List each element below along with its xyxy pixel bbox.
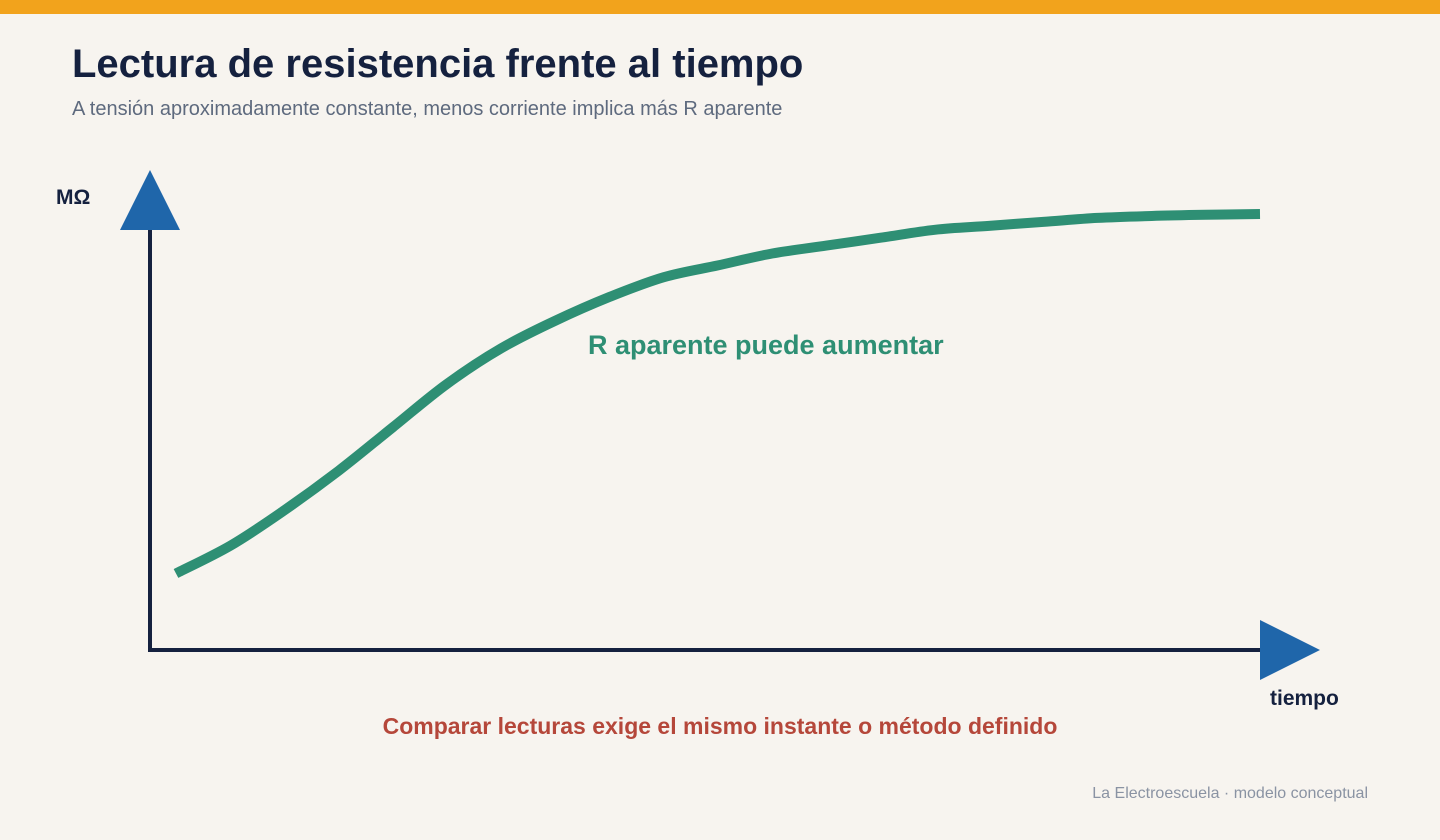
x-axis-label: tiempo — [1270, 687, 1339, 710]
page-subtitle: A tensión aproximadamente constante, men… — [72, 98, 783, 120]
page-title: Lectura de resistencia frente al tiempo — [72, 42, 804, 86]
footer-credit: La Electroescuela · modelo conceptual — [1092, 785, 1368, 802]
y-axis-label: MΩ — [56, 186, 90, 209]
series-line — [173, 209, 1261, 578]
x-axis-arrow-icon — [1260, 620, 1320, 680]
curve-annotation: R aparente puede aumentar — [588, 330, 944, 360]
accent-bar — [0, 0, 1440, 14]
comparison-note: Comparar lecturas exige el mismo instant… — [383, 713, 1058, 739]
y-axis-arrow-icon — [120, 170, 180, 230]
